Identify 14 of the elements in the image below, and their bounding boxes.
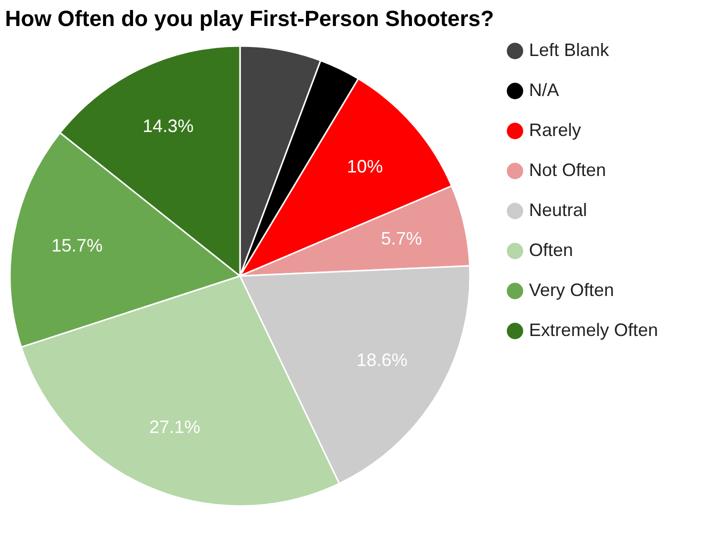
legend-label: Often <box>529 240 574 260</box>
legend-label: Very Often <box>529 280 614 300</box>
data-label: 14.3% <box>142 116 194 136</box>
data-label: 5.7% <box>380 228 422 248</box>
data-label: 15.7% <box>52 236 103 256</box>
legend-label: Rarely <box>529 120 582 140</box>
data-label: 27.1% <box>149 417 200 438</box>
legend-label: Neutral <box>529 200 588 220</box>
legend-label: Left Blank <box>529 40 610 60</box>
legend-label: Not Often <box>529 160 606 180</box>
legend-label: Extremely Often <box>529 320 658 340</box>
legend-label: N/A <box>529 80 560 100</box>
data-label: 10% <box>346 156 383 176</box>
chart-title: How Often do you play First-Person Shooters? <box>5 6 494 31</box>
